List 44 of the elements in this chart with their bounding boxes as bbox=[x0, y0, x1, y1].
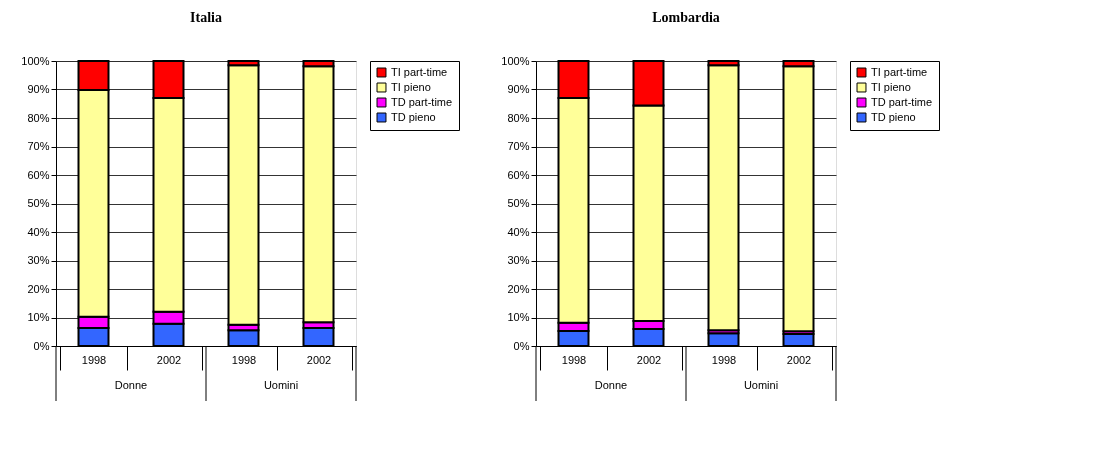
legend-label: TD pieno bbox=[391, 110, 436, 123]
x-tick-label: 2002 bbox=[306, 353, 332, 366]
legend-label: TD part-time bbox=[391, 95, 453, 108]
legend-label: TI pieno bbox=[391, 80, 431, 93]
y-tick-label: 10% bbox=[27, 311, 50, 323]
y-tick-label: 20% bbox=[507, 282, 530, 295]
x-tick-label: 2002 bbox=[636, 353, 662, 366]
chart-title: Italia bbox=[190, 10, 222, 25]
chart-title: Lombardia bbox=[652, 10, 720, 25]
y-tick-label: 30% bbox=[27, 254, 50, 266]
y-tick-label: 70% bbox=[27, 140, 50, 152]
legend-label: TD part-time bbox=[871, 95, 933, 108]
y-tick-label: 50% bbox=[27, 197, 50, 209]
y-tick-label: 50% bbox=[507, 197, 530, 209]
text: Donne bbox=[114, 379, 148, 391]
legend-label: TD pieno bbox=[871, 110, 916, 123]
y-tick-label: 10% bbox=[507, 311, 530, 323]
y-tick-label: 60% bbox=[507, 168, 530, 181]
x-tick-label: 1998 bbox=[711, 353, 737, 366]
legend-label: TI part-time bbox=[391, 65, 448, 78]
y-tick-label: 60% bbox=[27, 168, 50, 181]
y-tick-label: 0% bbox=[513, 339, 530, 352]
y-tick-label: 30% bbox=[507, 254, 530, 266]
y-tick-label: 90% bbox=[27, 83, 50, 95]
text: Uomini bbox=[743, 379, 779, 391]
y-tick-label: 80% bbox=[27, 111, 50, 124]
x-tick-label: 1998 bbox=[561, 353, 587, 366]
y-tick-label: 80% bbox=[507, 111, 530, 124]
text: Donne bbox=[594, 379, 628, 391]
y-tick-label: 0% bbox=[33, 339, 50, 352]
y-tick-label: 100% bbox=[501, 54, 530, 67]
y-tick-label: 90% bbox=[507, 83, 530, 95]
y-tick-label: 40% bbox=[507, 225, 530, 238]
x-tick-label: 1998 bbox=[231, 353, 257, 366]
y-tick-label: 100% bbox=[21, 54, 50, 67]
y-tick-label: 70% bbox=[507, 140, 530, 152]
y-tick-label: 40% bbox=[27, 225, 50, 238]
x-tick-label: 1998 bbox=[81, 353, 107, 366]
legend-label: TI pieno bbox=[871, 80, 911, 93]
text: Uomini bbox=[263, 379, 299, 391]
x-tick-label: 2002 bbox=[156, 353, 182, 366]
legend-label: TI part-time bbox=[871, 65, 928, 78]
y-tick-label: 20% bbox=[27, 282, 50, 295]
x-tick-label: 2002 bbox=[786, 353, 812, 366]
